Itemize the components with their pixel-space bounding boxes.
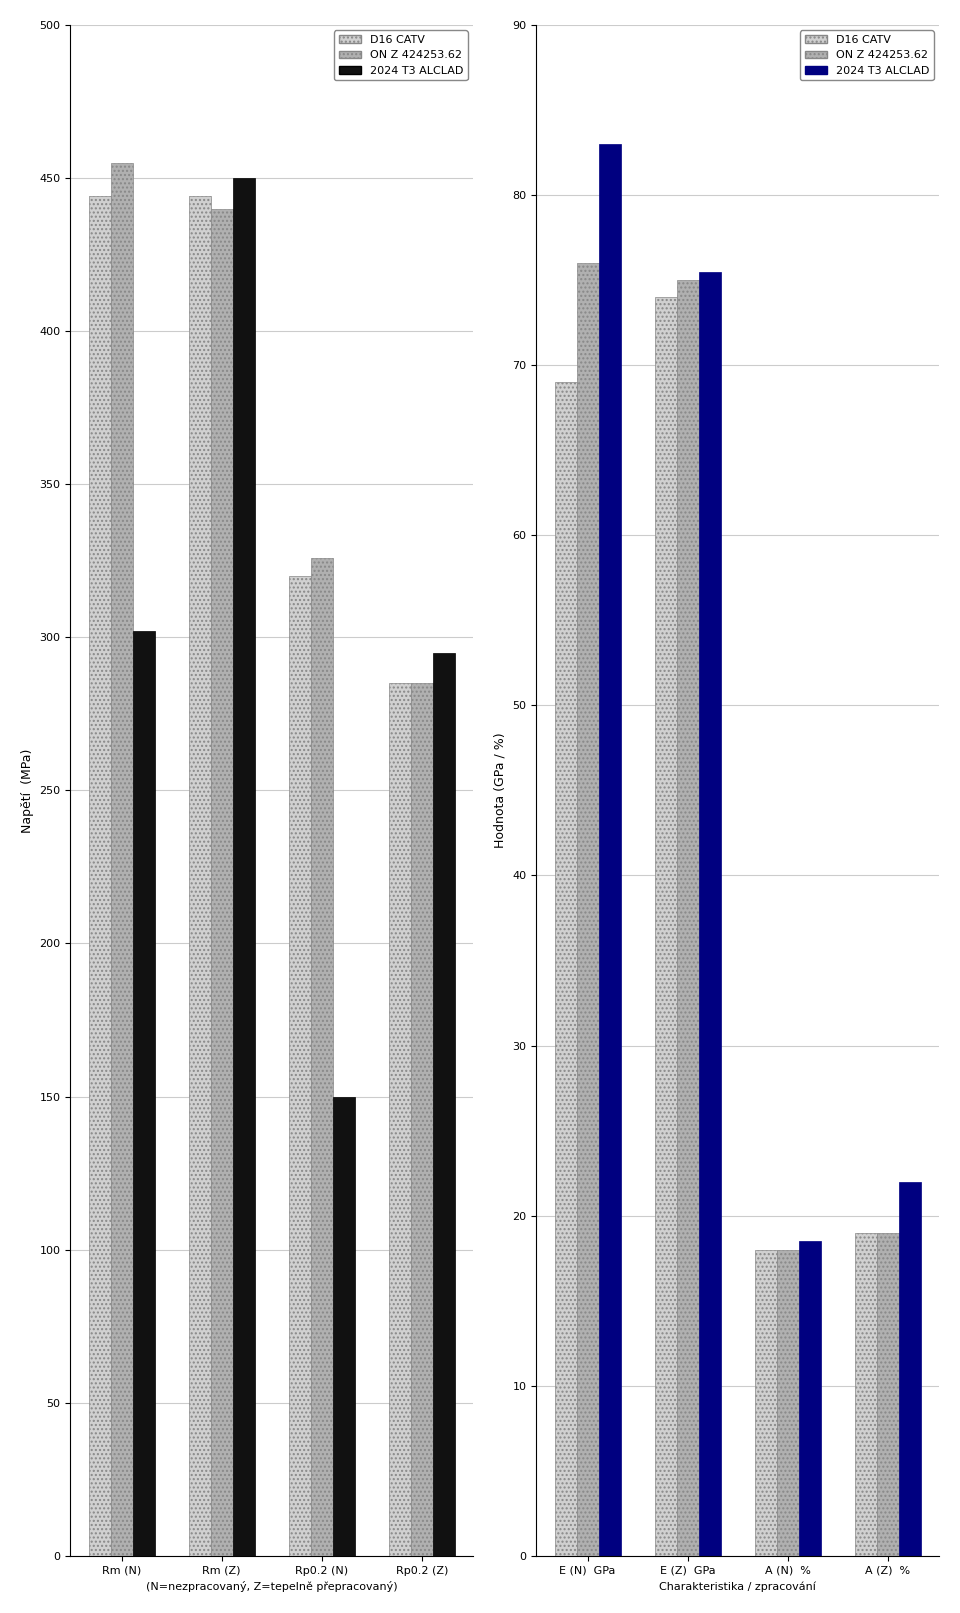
Bar: [289, 576, 311, 1557]
Bar: [411, 684, 433, 1557]
Bar: [132, 631, 155, 1557]
X-axis label: Charakteristika / zpracování: Charakteristika / zpracování: [660, 1581, 816, 1592]
Bar: [699, 271, 721, 1557]
Bar: [311, 558, 333, 1557]
Bar: [110, 163, 132, 1557]
Bar: [333, 1097, 354, 1557]
Bar: [210, 208, 232, 1557]
Bar: [799, 1240, 821, 1557]
X-axis label: (N=nezpracovaný, Z=tepelně přepracovaný): (N=nezpracovaný, Z=tepelně přepracovaný): [146, 1581, 397, 1592]
Bar: [555, 382, 577, 1557]
Bar: [577, 263, 599, 1557]
Legend: D16 CATV, ON Z 424253.62, 2024 T3 ALCLAD: D16 CATV, ON Z 424253.62, 2024 T3 ALCLAD: [801, 31, 934, 81]
Bar: [899, 1182, 921, 1557]
Bar: [876, 1232, 899, 1557]
Bar: [655, 297, 677, 1557]
Bar: [599, 144, 621, 1557]
Bar: [854, 1232, 876, 1557]
Bar: [777, 1250, 799, 1557]
Y-axis label: Napětí  (MPa): Napětí (MPa): [21, 748, 34, 832]
Legend: D16 CATV, ON Z 424253.62, 2024 T3 ALCLAD: D16 CATV, ON Z 424253.62, 2024 T3 ALCLAD: [334, 31, 468, 81]
Bar: [88, 197, 110, 1557]
Y-axis label: Hodnota (GPa / %): Hodnota (GPa / %): [493, 732, 507, 848]
Bar: [389, 684, 411, 1557]
Bar: [755, 1250, 777, 1557]
Bar: [433, 653, 455, 1557]
Bar: [677, 281, 699, 1557]
Bar: [188, 197, 210, 1557]
Bar: [232, 177, 254, 1557]
